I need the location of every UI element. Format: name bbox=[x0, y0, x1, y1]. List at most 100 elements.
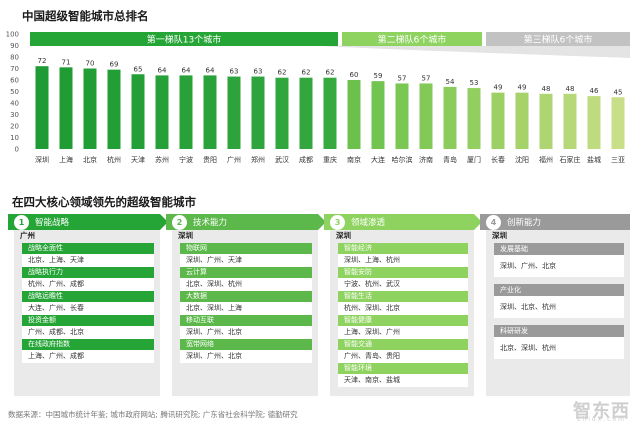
bar bbox=[467, 88, 481, 149]
bar bbox=[563, 93, 577, 149]
bar bbox=[515, 92, 529, 149]
bar bbox=[203, 75, 217, 149]
bar-value-label: 49 bbox=[494, 84, 503, 92]
pillar-header: 4 创新能力 bbox=[480, 214, 630, 230]
bar-value-label: 69 bbox=[110, 61, 119, 69]
bar-value-label: 62 bbox=[278, 69, 287, 77]
x-tick-label: 深圳 bbox=[35, 155, 49, 164]
y-tick-label: 30 bbox=[10, 111, 19, 119]
pillar-body: 深圳 物联网 深圳、广州、天津 云计算 北京、深圳、杭州 大数据 北京、深圳、上海 移动互联深… bbox=[172, 230, 318, 396]
item-value: 宁波、杭州、武汉 bbox=[338, 278, 468, 291]
bar bbox=[419, 83, 433, 149]
tier-band-label: 第一梯队13个城市 bbox=[147, 34, 221, 46]
pillar-4: 4 创新能力 深圳 发展基础 深圳、广州、北京 产业化 深圳、北京、杭州 科研研发 北京、深圳、… bbox=[480, 214, 630, 396]
bar bbox=[347, 80, 361, 149]
bar bbox=[491, 92, 505, 149]
leading-city: 深圳 bbox=[178, 231, 193, 240]
bar-value-label: 72 bbox=[38, 57, 47, 65]
bar bbox=[323, 77, 337, 149]
y-tick-label: 80 bbox=[10, 54, 19, 62]
pillar-arrow bbox=[160, 214, 168, 230]
pillar-number: 2 bbox=[172, 214, 187, 230]
bar bbox=[395, 83, 409, 149]
bar bbox=[59, 67, 73, 149]
x-tick-label: 三亚 bbox=[611, 156, 625, 164]
y-tick-label: 50 bbox=[10, 88, 19, 96]
item-value: 上海、深圳、广州 bbox=[338, 326, 468, 339]
item-label: 物联网 bbox=[180, 243, 312, 254]
bar bbox=[443, 86, 457, 149]
item-label: 智能生活 bbox=[338, 291, 468, 302]
item-label: 云计算 bbox=[180, 267, 312, 278]
ranking-bar-chart: 0 10 20 30 40 50 60 70 80 90 100 第一梯队13个城市 第二梯队6个城市 第… bbox=[6, 31, 630, 164]
y-tick-label: 20 bbox=[10, 123, 19, 131]
bar bbox=[299, 77, 313, 149]
bar bbox=[275, 77, 289, 149]
item-label: 在线政府指数 bbox=[22, 339, 154, 350]
item-label: 大数据 bbox=[180, 291, 312, 302]
tier-band bbox=[342, 32, 482, 46]
pillar-arrow bbox=[474, 214, 482, 230]
item-label: 战略执行力 bbox=[22, 267, 154, 278]
bar-value-label: 49 bbox=[518, 84, 527, 92]
item-label: 宽带网络 bbox=[180, 339, 312, 350]
pillar-item: 科研研发 北京、深圳、杭州 bbox=[494, 325, 624, 359]
watermark-logo: 智东西 bbox=[573, 401, 630, 422]
bar bbox=[155, 75, 169, 149]
pillar-item: 战略全面性 北京、上海、天津 bbox=[22, 243, 154, 267]
item-value: 天津、南京、盐城 bbox=[338, 374, 468, 387]
bar-value-label: 64 bbox=[158, 66, 167, 74]
item-value: 广州、青岛、贵阳 bbox=[338, 350, 468, 363]
bar bbox=[131, 74, 145, 149]
item-label: 智能健康 bbox=[338, 315, 468, 326]
pillar-1: 1 智能战略 广州 战略全面性 北京、上海、天津 战略执行力 杭州、广州、成都 战略远瞻性 大连… bbox=[8, 214, 168, 396]
pillar-header: 2 技术能力 bbox=[166, 214, 318, 230]
pillar-item: 大数据 北京、深圳、上海 bbox=[180, 291, 312, 315]
y-tick-label: 0 bbox=[15, 146, 19, 154]
pillar-item: 智能环境 天津、南京、盐城 bbox=[338, 363, 468, 387]
x-tick-label: 盐城 bbox=[587, 155, 601, 164]
pillar-item: 物联网 深圳、广州、天津 bbox=[180, 243, 312, 267]
pillar-number: 4 bbox=[486, 214, 501, 230]
bar-value-label: 64 bbox=[182, 66, 191, 74]
item-label: 智能交通 bbox=[338, 339, 468, 350]
pillar-title: 领域渗透 bbox=[351, 218, 386, 228]
pillar-body: 深圳 智能经济 深圳、上海、杭州 智能安防 宁波、杭州、武汉 智能生活 杭州、深圳、北京 智能… bbox=[330, 230, 474, 396]
pillar-item: 移动互联 深圳、广州、北京 bbox=[180, 315, 312, 339]
x-tick-label: 武汉 bbox=[275, 155, 289, 164]
item-label: 智能安防 bbox=[338, 267, 468, 278]
pillar-header: 3 领域渗透 bbox=[324, 214, 474, 230]
bar bbox=[251, 76, 265, 149]
bar bbox=[371, 81, 385, 149]
pillar-3: 3 领域渗透 深圳 智能经济 深圳、上海、杭州 智能安防 宁波、杭州、武汉 智能生活 杭州、深圳… bbox=[324, 214, 482, 396]
item-label: 移动互联 bbox=[180, 315, 312, 326]
bar-value-label: 70 bbox=[86, 60, 95, 68]
y-tick-label: 40 bbox=[10, 100, 19, 108]
item-label: 战略远瞻性 bbox=[22, 291, 154, 302]
x-tick-label: 广州 bbox=[227, 155, 241, 164]
x-tick-label: 南京 bbox=[347, 155, 361, 164]
tier-band-slope bbox=[318, 46, 630, 58]
item-value: 深圳、广州、天津 bbox=[180, 254, 312, 267]
y-tick-label: 90 bbox=[10, 42, 19, 50]
bar bbox=[227, 76, 241, 149]
pillar-title: 创新能力 bbox=[507, 218, 542, 228]
bar-value-label: 63 bbox=[230, 68, 239, 76]
bar-value-label: 53 bbox=[470, 79, 479, 87]
leading-city: 广州 bbox=[20, 231, 35, 240]
pillar-arrow bbox=[318, 214, 326, 230]
item-value: 上海、广州、成都 bbox=[22, 350, 154, 363]
item-value: 杭州、广州、成都 bbox=[22, 278, 154, 291]
item-value: 深圳、广州、北京 bbox=[180, 326, 312, 339]
bar-value-label: 57 bbox=[398, 74, 407, 82]
item-value: 深圳、广州、北京 bbox=[180, 350, 312, 363]
bar-value-label: 63 bbox=[254, 68, 263, 76]
item-label: 科研研发 bbox=[494, 325, 624, 337]
item-value: 北京、上海、天津 bbox=[22, 254, 154, 267]
x-tick-label: 大连 bbox=[371, 155, 385, 164]
x-tick-label: 厦门 bbox=[467, 155, 481, 164]
bar-value-label: 71 bbox=[62, 58, 71, 66]
leading-city: 深圳 bbox=[336, 231, 351, 240]
tier-band-label: 第二梯队6个城市 bbox=[378, 34, 447, 46]
pillar-item: 宽带网络 深圳、广州、北京 bbox=[180, 339, 312, 363]
